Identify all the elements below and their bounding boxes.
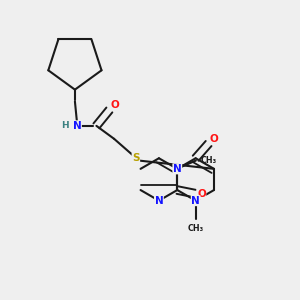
- Text: O: O: [197, 189, 206, 199]
- Text: CH₃: CH₃: [188, 224, 204, 233]
- Text: N: N: [173, 164, 182, 174]
- Text: N: N: [154, 196, 163, 206]
- Text: CH₃: CH₃: [200, 156, 216, 165]
- Text: H: H: [61, 122, 69, 130]
- Text: S: S: [132, 153, 140, 163]
- Text: N: N: [73, 121, 81, 131]
- Text: N: N: [191, 196, 200, 206]
- Text: O: O: [209, 134, 218, 144]
- Text: O: O: [111, 100, 120, 110]
